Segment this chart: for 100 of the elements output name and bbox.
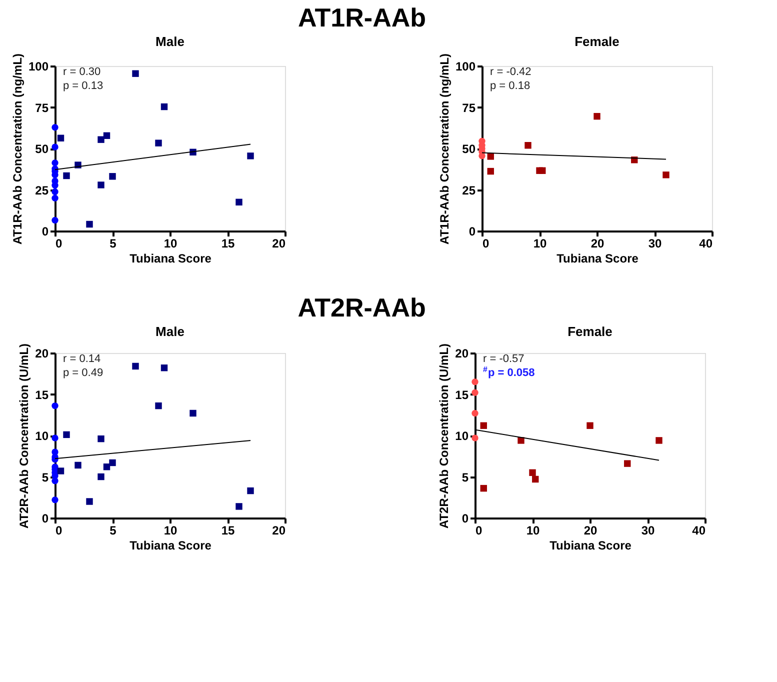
point [624, 460, 631, 467]
point [57, 468, 64, 474]
x-tick-label: 40 [692, 524, 706, 538]
annotation: r = 0.30 [63, 66, 101, 78]
y-tick-label: 50 [462, 142, 476, 156]
x-axis-title: Tubiana Score [130, 252, 212, 266]
x-tick-label: 30 [648, 236, 662, 250]
point [247, 152, 254, 160]
text: AT1R-AAb [298, 2, 426, 32]
y-tick-label: 20 [35, 346, 49, 360]
point [487, 168, 494, 175]
point [52, 144, 58, 150]
y-tick-label: 0 [42, 512, 49, 526]
point [52, 478, 58, 484]
y-tick-label: 15 [35, 388, 49, 402]
point [529, 469, 536, 476]
y-tick-label: 25 [462, 183, 476, 198]
point [52, 188, 58, 196]
point [52, 216, 58, 224]
chart-subtitle: Female [568, 324, 612, 339]
point [539, 167, 546, 174]
chart-subtitle: Male [156, 324, 184, 339]
point [586, 422, 594, 429]
point [472, 434, 478, 442]
x-tick-label: 10 [164, 524, 178, 538]
point [155, 140, 162, 146]
y-tick-label: 25 [35, 183, 49, 198]
point [52, 402, 58, 410]
y-tick-label: 0 [462, 512, 469, 526]
x-axis-title: Tubiana Score [550, 538, 632, 552]
point [86, 220, 93, 228]
x-tick-label: 20 [272, 524, 286, 538]
y-tick-label: 10 [35, 429, 49, 443]
point [103, 132, 110, 139]
point [594, 112, 600, 120]
y-axis-title: AT2R-AAb Concentration (U/mL) [437, 343, 452, 529]
y-axis-title: AT2R-AAb Concentration (U/mL) [17, 343, 32, 529]
y-tick-label: 75 [35, 100, 49, 115]
y-axis-title: AT1R-AAb Concentration (ng/mL) [10, 53, 24, 245]
point [480, 484, 487, 492]
point [52, 434, 58, 442]
x-tick-label: 15 [221, 236, 235, 250]
point [236, 503, 242, 510]
x-tick-label: 0 [56, 524, 62, 538]
annotation: p = 0.18 [490, 80, 530, 92]
x-tick-label: 10 [164, 236, 178, 250]
y-tick-label: 15 [455, 388, 469, 402]
point [109, 459, 116, 466]
point [472, 389, 478, 396]
point [532, 476, 539, 483]
point [472, 378, 478, 386]
y-tick-label: 10 [455, 429, 469, 443]
y-tick-label: 5 [462, 470, 469, 484]
y-tick-label: 20 [455, 346, 469, 360]
point [63, 431, 70, 438]
point [247, 487, 254, 494]
annotation: p = 0.49 [63, 367, 104, 379]
x-tick-label: 40 [699, 236, 713, 250]
x-tick-label: 5 [110, 524, 117, 538]
chart-subtitle: Male [156, 34, 184, 49]
point [57, 134, 64, 142]
x-tick-label: 20 [584, 524, 598, 538]
point [52, 194, 58, 202]
annotation: p = 0.13 [63, 80, 104, 92]
x-tick-label: 10 [526, 524, 540, 538]
annotation: r = -0.42 [490, 66, 532, 78]
point [480, 422, 487, 429]
x-tick-label: 30 [641, 524, 655, 538]
x-tick-label: 0 [482, 236, 490, 250]
point [98, 182, 104, 188]
y-axis-title: AT1R-AAb Concentration (ng/mL) [437, 53, 452, 245]
point [98, 136, 104, 143]
point [160, 364, 168, 372]
x-tick-label: 10 [533, 236, 547, 250]
y-tick-label: 0 [468, 224, 476, 238]
y-tick-label: 5 [42, 470, 49, 484]
point [63, 172, 70, 180]
annotation: #p = 0.058 [483, 365, 535, 379]
point [132, 70, 139, 77]
point [155, 402, 162, 410]
y-tick-label: 0 [42, 224, 49, 238]
text: AT2R-AAb [298, 292, 426, 322]
point [98, 473, 104, 480]
point [132, 362, 139, 370]
x-axis-title: Tubiana Score [130, 538, 212, 552]
point [524, 142, 532, 149]
annotation: r = 0.14 [63, 353, 101, 365]
point [190, 410, 196, 417]
x-tick-label: 15 [221, 524, 235, 538]
x-tick-label: 20 [272, 236, 286, 250]
y-tick-label: 100 [28, 60, 49, 74]
point [74, 462, 82, 469]
point [656, 437, 662, 444]
point [52, 160, 58, 166]
y-tick-label: 100 [455, 60, 476, 74]
x-tick-label: 0 [56, 236, 62, 250]
point [98, 435, 104, 442]
point [236, 198, 242, 206]
point [86, 498, 93, 505]
annotation: r = -0.57 [483, 353, 524, 365]
